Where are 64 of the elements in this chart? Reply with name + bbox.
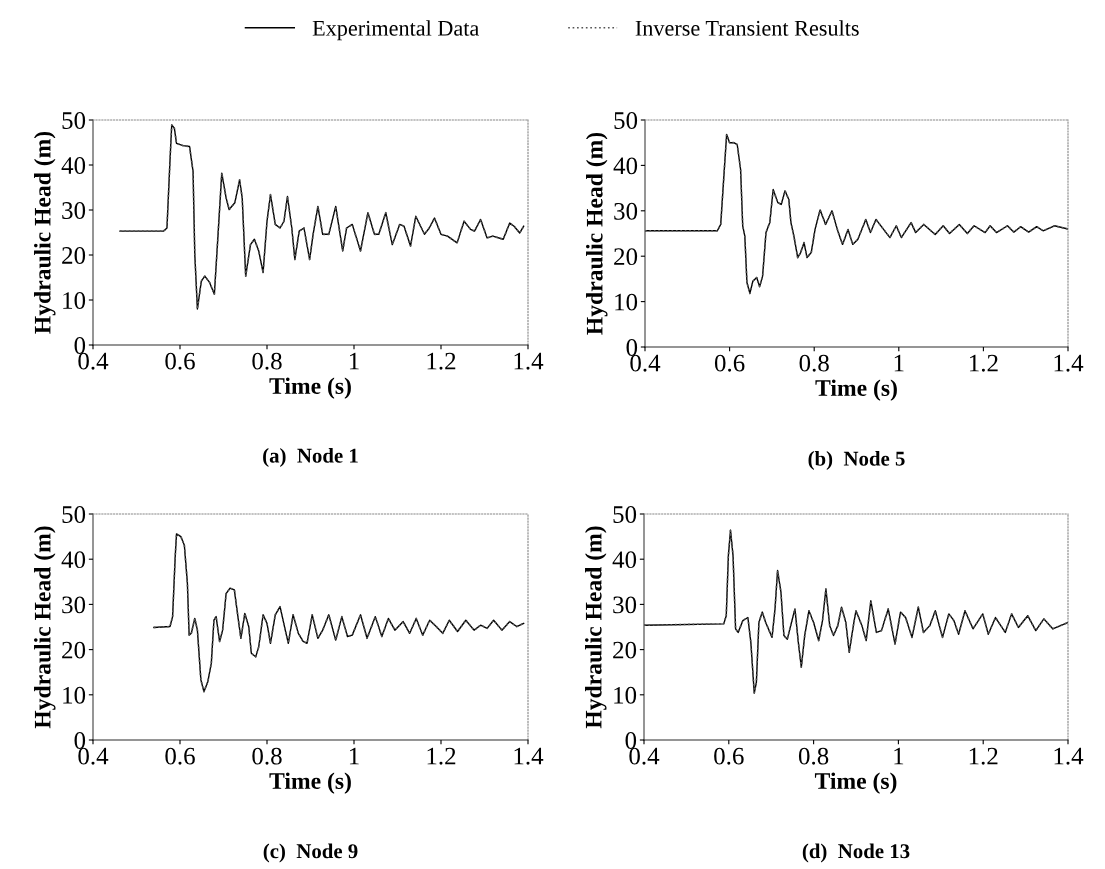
- x-tick-label: 0.6: [165, 352, 195, 370]
- x-axis-title: Time (s): [269, 772, 351, 794]
- y-tick-label: 50: [614, 112, 638, 129]
- text: (a) Node 1: [263, 448, 358, 467]
- x-tick-label: 1.2: [427, 747, 456, 765]
- x-axis-title: Time (s): [814, 772, 897, 794]
- y-tick-label: 10: [614, 686, 637, 704]
- y-tick-label: 40: [613, 157, 638, 175]
- y-tick-label: 0: [74, 337, 86, 354]
- y-tick-label: 20: [614, 248, 638, 266]
- text: (b) Node 5: [808, 451, 905, 470]
- y-tick-label: 50: [62, 112, 86, 129]
- y-tick-label: 40: [61, 551, 86, 569]
- x-tick-label: 0.8: [252, 352, 282, 370]
- line-series: [153, 533, 525, 693]
- y-tick-label: 30: [614, 202, 638, 220]
- y-tick-label: 0: [626, 339, 638, 356]
- text: (c) Node 9: [263, 843, 358, 863]
- x-tick-label: 1.2: [427, 352, 456, 370]
- x-tick-label: 1.4: [1054, 354, 1084, 372]
- y-tick-label: 10: [615, 293, 638, 311]
- y-tick-label: 30: [613, 596, 637, 614]
- y-tick-label: 50: [613, 506, 637, 523]
- legend-label: Experimental Data: [312, 20, 479, 41]
- y-tick-label: 0: [625, 732, 637, 749]
- y-tick-label: 20: [62, 641, 86, 659]
- text: (d) Node 13: [802, 843, 910, 863]
- y-axis-title: Hydraulic Head (m): [34, 526, 56, 729]
- x-tick-label: 1.4: [514, 352, 544, 370]
- x-tick-label: 0.4: [629, 747, 660, 765]
- y-tick-label: 30: [62, 202, 86, 219]
- x-tick-label: 1.2: [969, 354, 998, 372]
- x-tick-label: 0.4: [78, 747, 109, 765]
- y-tick-label: 10: [63, 686, 86, 704]
- x-tick-label: 0.8: [799, 354, 829, 372]
- y-tick-label: 20: [62, 247, 86, 264]
- x-tick-label: 0.4: [630, 354, 661, 372]
- y-axis-title: Hydraulic Head (m): [586, 132, 608, 335]
- x-tick-label: 0.6: [714, 354, 745, 372]
- x-axis-title: Time (s): [269, 377, 351, 399]
- y-tick-label: 40: [61, 157, 86, 174]
- x-tick-label: 1: [894, 354, 904, 372]
- x-tick-label: 1: [349, 352, 359, 370]
- x-axis-title: Time (s): [815, 379, 897, 401]
- y-tick-label: 30: [62, 596, 86, 614]
- x-tick-label: 1.4: [1054, 747, 1084, 765]
- x-tick-label: 0.8: [252, 747, 282, 765]
- y-axis-title: Hydraulic Head (m): [34, 131, 56, 334]
- x-tick-label: 0.6: [165, 747, 195, 765]
- legend-label: Inverse Transient Results: [635, 20, 859, 36]
- y-tick-label: 10: [63, 292, 86, 309]
- y-tick-label: 20: [613, 641, 637, 659]
- x-tick-label: 0.4: [78, 352, 109, 370]
- y-axis-title: Hydraulic Head (m): [585, 526, 607, 729]
- y-tick-label: 50: [62, 506, 86, 523]
- x-tick-label: 1: [349, 747, 359, 765]
- line-series: [119, 124, 525, 310]
- x-tick-label: 1.2: [969, 747, 998, 765]
- x-tick-label: 0.6: [714, 747, 744, 765]
- x-tick-label: 1: [894, 747, 904, 765]
- y-tick-label: 40: [612, 551, 637, 569]
- x-tick-label: 0.8: [798, 747, 829, 765]
- x-tick-label: 1.4: [514, 747, 544, 765]
- y-tick-label: 0: [74, 732, 86, 749]
